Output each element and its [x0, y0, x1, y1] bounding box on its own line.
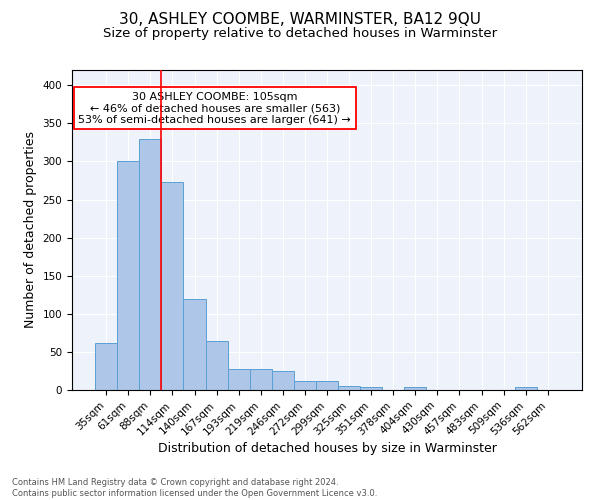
Bar — [360, 387, 382, 390]
Bar — [515, 387, 537, 390]
Text: Size of property relative to detached houses in Warminster: Size of property relative to detached ho… — [103, 28, 497, 40]
Text: 30, ASHLEY COOMBE, WARMINSTER, BA12 9QU: 30, ASHLEY COOMBE, WARMINSTER, BA12 9QU — [119, 12, 481, 28]
Bar — [404, 387, 427, 390]
Bar — [316, 381, 338, 390]
X-axis label: Distribution of detached houses by size in Warminster: Distribution of detached houses by size … — [158, 442, 496, 455]
Bar — [272, 371, 294, 390]
Bar — [139, 138, 161, 390]
Bar — [161, 182, 184, 390]
Bar — [250, 370, 272, 390]
Bar — [227, 368, 250, 390]
Bar — [184, 300, 206, 390]
Bar — [338, 386, 360, 390]
Bar — [117, 160, 139, 390]
Y-axis label: Number of detached properties: Number of detached properties — [24, 132, 37, 328]
Text: 30 ASHLEY COOMBE: 105sqm
← 46% of detached houses are smaller (563)
53% of semi-: 30 ASHLEY COOMBE: 105sqm ← 46% of detach… — [79, 92, 351, 125]
Bar — [95, 343, 117, 390]
Bar — [294, 381, 316, 390]
Bar — [206, 341, 227, 390]
Text: Contains HM Land Registry data © Crown copyright and database right 2024.
Contai: Contains HM Land Registry data © Crown c… — [12, 478, 377, 498]
